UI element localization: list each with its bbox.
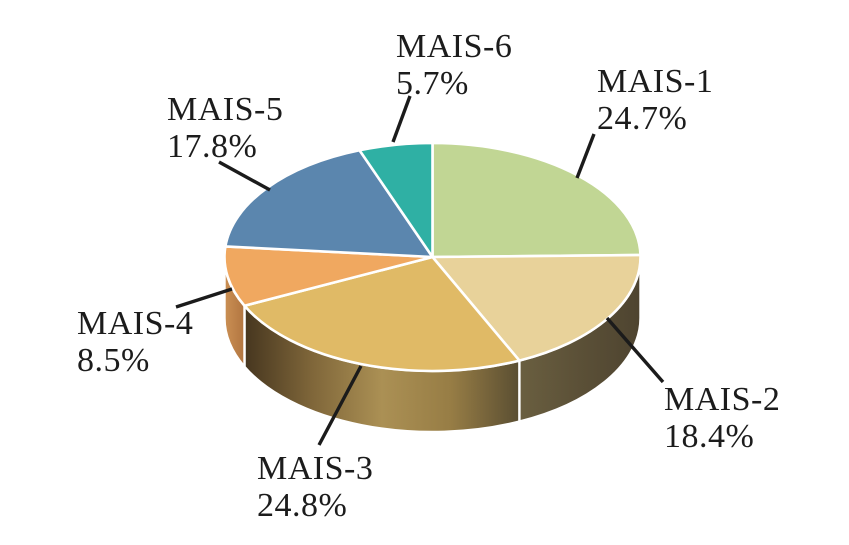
leader-line-mais-2 [605, 316, 665, 384]
leader-line-mais-3 [317, 365, 363, 446]
slice-percent: 17.8% [167, 128, 258, 165]
slice-percent: 24.8% [257, 487, 348, 524]
slice-name: MAIS-3 [257, 450, 374, 487]
pie-slice-mais-4 [223, 245, 434, 308]
pie-slice-mais-1 [431, 141, 642, 259]
leader-line-mais-4 [175, 287, 233, 309]
slice-percent: 8.5% [77, 342, 150, 379]
slice-name: MAIS-2 [664, 381, 781, 418]
slice-name: MAIS-5 [167, 91, 284, 128]
pie-slice-mais-6 [358, 141, 434, 259]
leader-line-mais-5 [218, 160, 271, 192]
pie-slice-mais-3 [243, 255, 521, 373]
slice-label-mais-6: MAIS-6 5.7% [396, 28, 512, 102]
slice-label-mais-4: MAIS-4 8.5% [77, 305, 193, 379]
leader-line-mais-6 [391, 95, 412, 143]
leader-line-mais-1 [575, 133, 596, 179]
slice-percent: 24.7% [597, 100, 688, 137]
slice-name: MAIS-1 [597, 63, 714, 100]
slice-label-mais-1: MAIS-1 24.7% [597, 63, 713, 137]
slice-label-mais-2: MAIS-2 18.4% [664, 381, 780, 455]
slice-name: MAIS-4 [77, 305, 194, 342]
slice-label-mais-3: MAIS-3 24.8% [257, 450, 373, 524]
slice-name: MAIS-6 [396, 28, 513, 65]
slice-label-mais-5: MAIS-5 17.8% [167, 91, 283, 165]
slice-percent: 5.7% [396, 65, 469, 102]
slice-percent: 18.4% [664, 418, 755, 455]
